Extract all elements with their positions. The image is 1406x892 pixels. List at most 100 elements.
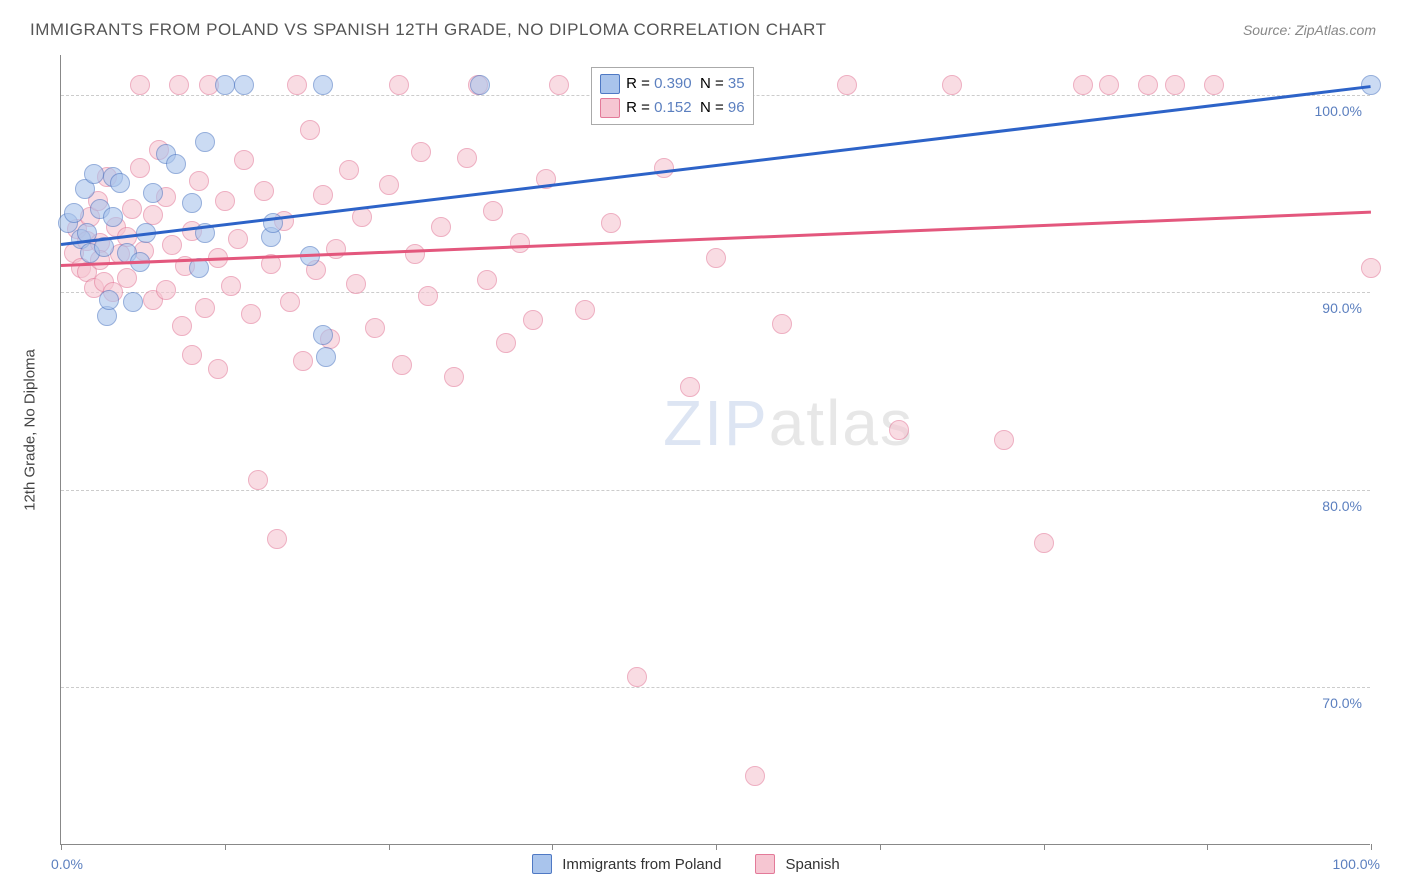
spanish-point bbox=[195, 298, 215, 318]
spanish-point bbox=[418, 286, 438, 306]
legend-label: Immigrants from Poland bbox=[562, 856, 721, 873]
spanish-point bbox=[1361, 258, 1381, 278]
spanish-point bbox=[182, 345, 202, 365]
spanish-point bbox=[1204, 75, 1224, 95]
stats-legend-row: R = 0.390 N = 35 bbox=[600, 72, 744, 96]
y-axis-title: 12th Grade, No Diploma bbox=[22, 349, 39, 511]
spanish-point bbox=[215, 191, 235, 211]
spanish-point bbox=[130, 158, 150, 178]
stats-legend: R = 0.390 N = 35 R = 0.152 N = 96 bbox=[591, 67, 753, 125]
spanish-point bbox=[483, 201, 503, 221]
y-tick-label: 100.0% bbox=[1315, 103, 1362, 119]
spanish-point bbox=[189, 171, 209, 191]
y-tick-label: 70.0% bbox=[1322, 695, 1362, 711]
poland-point bbox=[99, 290, 119, 310]
spanish-point bbox=[411, 142, 431, 162]
scatter-plot: ZIPatlas 70.0%80.0%90.0%100.0%0.0%100.0%… bbox=[60, 55, 1370, 845]
spanish-point bbox=[457, 148, 477, 168]
spanish-point bbox=[122, 199, 142, 219]
x-tick bbox=[552, 844, 553, 850]
spanish-point bbox=[431, 217, 451, 237]
spanish-point bbox=[365, 318, 385, 338]
legend-label: Spanish bbox=[785, 856, 839, 873]
chart-title: IMMIGRANTS FROM POLAND VS SPANISH 12TH G… bbox=[30, 20, 826, 40]
legend-swatch-icon bbox=[755, 854, 775, 874]
gridline bbox=[61, 292, 1370, 293]
series-legend: Immigrants from Poland Spanish bbox=[532, 854, 863, 874]
spanish-point bbox=[346, 274, 366, 294]
spanish-point bbox=[130, 75, 150, 95]
spanish-point bbox=[523, 310, 543, 330]
poland-point bbox=[215, 75, 235, 95]
spanish-point bbox=[280, 292, 300, 312]
x-min-label: 0.0% bbox=[51, 856, 83, 872]
spanish-point bbox=[293, 351, 313, 371]
spanish-point bbox=[313, 185, 333, 205]
poland-point bbox=[316, 347, 336, 367]
poland-point bbox=[234, 75, 254, 95]
spanish-point bbox=[575, 300, 595, 320]
spanish-point bbox=[477, 270, 497, 290]
x-tick bbox=[1207, 844, 1208, 850]
x-tick bbox=[389, 844, 390, 850]
spanish-point bbox=[496, 333, 516, 353]
x-tick bbox=[1044, 844, 1045, 850]
poland-point bbox=[103, 207, 123, 227]
spanish-point bbox=[156, 280, 176, 300]
poland-point bbox=[195, 132, 215, 152]
spanish-point bbox=[234, 150, 254, 170]
legend-swatch-icon bbox=[532, 854, 552, 874]
x-max-label: 100.0% bbox=[1333, 856, 1380, 872]
spanish-point bbox=[1099, 75, 1119, 95]
spanish-point bbox=[254, 181, 274, 201]
x-tick bbox=[225, 844, 226, 850]
spanish-point bbox=[392, 355, 412, 375]
poland-point bbox=[470, 75, 490, 95]
poland-point bbox=[313, 75, 333, 95]
spanish-point bbox=[510, 233, 530, 253]
spanish-point bbox=[706, 248, 726, 268]
spanish-point bbox=[654, 158, 674, 178]
poland-point bbox=[110, 173, 130, 193]
x-tick bbox=[61, 844, 62, 850]
spanish-point bbox=[680, 377, 700, 397]
x-tick bbox=[880, 844, 881, 850]
spanish-point bbox=[248, 470, 268, 490]
spanish-point bbox=[994, 430, 1014, 450]
spanish-point bbox=[1034, 533, 1054, 553]
spanish-point bbox=[549, 75, 569, 95]
spanish-point bbox=[267, 529, 287, 549]
gridline bbox=[61, 687, 1370, 688]
stats-legend-row: R = 0.152 N = 96 bbox=[600, 96, 744, 120]
poland-point bbox=[182, 193, 202, 213]
spanish-point bbox=[300, 120, 320, 140]
spanish-point bbox=[745, 766, 765, 786]
x-tick bbox=[1371, 844, 1372, 850]
spanish-point bbox=[942, 75, 962, 95]
spanish-point bbox=[627, 667, 647, 687]
gridline bbox=[61, 490, 1370, 491]
spanish-point bbox=[1165, 75, 1185, 95]
legend-swatch-icon bbox=[600, 98, 620, 118]
spanish-point bbox=[172, 316, 192, 336]
spanish-point bbox=[379, 175, 399, 195]
spanish-point bbox=[772, 314, 792, 334]
spanish-point bbox=[228, 229, 248, 249]
x-tick bbox=[716, 844, 717, 850]
legend-swatch-icon bbox=[600, 74, 620, 94]
poland-point bbox=[189, 258, 209, 278]
poland-point bbox=[313, 325, 333, 345]
y-tick-label: 90.0% bbox=[1322, 300, 1362, 316]
spanish-point bbox=[221, 276, 241, 296]
poland-point bbox=[166, 154, 186, 174]
spanish-point bbox=[208, 359, 228, 379]
spanish-point bbox=[1073, 75, 1093, 95]
spanish-point bbox=[169, 75, 189, 95]
stats-text: R = 0.390 N = 35 bbox=[626, 75, 744, 92]
watermark: ZIPatlas bbox=[663, 386, 914, 460]
spanish-point bbox=[444, 367, 464, 387]
poland-point bbox=[123, 292, 143, 312]
spanish-point bbox=[389, 75, 409, 95]
poland-point bbox=[1361, 75, 1381, 95]
spanish-point bbox=[889, 420, 909, 440]
